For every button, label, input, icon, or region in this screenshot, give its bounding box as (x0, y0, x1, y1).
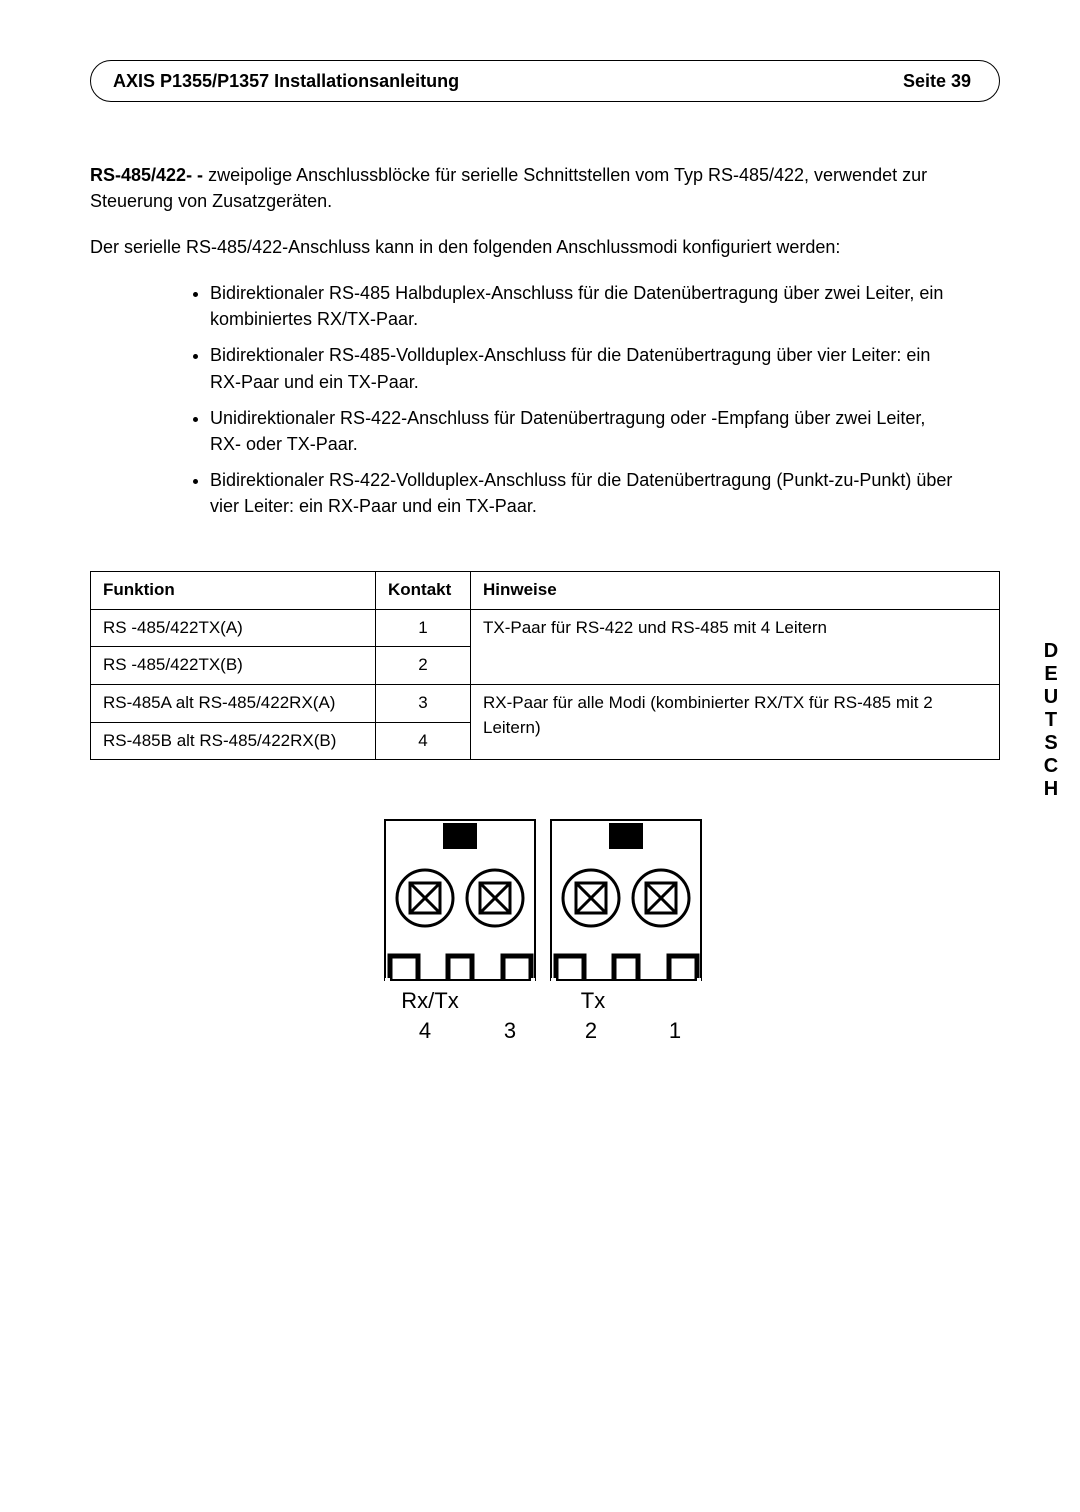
cell-funktion: RS -485/422TX(A) (91, 609, 376, 647)
col-funktion: Funktion (91, 572, 376, 610)
header-title-left: AXIS P1355/P1357 Installationsanleitung (113, 71, 459, 92)
cell-kontakt: 4 (376, 722, 471, 760)
cell-kontakt: 1 (376, 609, 471, 647)
pin-table: Funktion Kontakt Hinweise RS -485/422TX(… (90, 571, 1000, 760)
bullet-list: Bidirektionaler RS-485 Halbduplex-Anschl… (170, 280, 1000, 519)
pin-num-2: 2 (585, 1018, 597, 1043)
cell-funktion: RS-485A alt RS-485/422RX(A) (91, 684, 376, 722)
diagram-label-right: Tx (581, 988, 605, 1013)
section-heading: RS-485/422- - zweipolige Anschlussblöcke… (90, 162, 1000, 214)
pin-num-1: 1 (669, 1018, 681, 1043)
header-title-right: Seite 39 (903, 71, 971, 92)
cell-kontakt: 3 (376, 684, 471, 722)
col-kontakt: Kontakt (376, 572, 471, 610)
list-item: Bidirektionaler RS-422-Vollduplex-Anschl… (210, 467, 960, 519)
section-heading-bold: RS-485/422- - (90, 165, 203, 185)
pin-num-3: 3 (504, 1018, 516, 1043)
list-item: Unidirektionaler RS-422-Anschluss für Da… (210, 405, 960, 457)
cell-funktion: RS -485/422TX(B) (91, 647, 376, 685)
table-row: RS -485/422TX(A) 1 TX-Paar für RS-422 un… (91, 609, 1000, 647)
list-item: Bidirektionaler RS-485-Vollduplex-Anschl… (210, 342, 960, 394)
cell-hinweis: RX-Paar für alle Modi (kombinierter RX/T… (471, 684, 1000, 759)
cell-funktion: RS-485B alt RS-485/422RX(B) (91, 722, 376, 760)
page-header: AXIS P1355/P1357 Installationsanleitung … (90, 60, 1000, 102)
col-hinweise: Hinweise (471, 572, 1000, 610)
cell-hinweis: TX-Paar für RS-422 und RS-485 mit 4 Leit… (471, 609, 1000, 684)
terminal-diagram: Rx/Tx Tx 4 3 2 1 (90, 810, 1000, 1070)
pin-num-4: 4 (419, 1018, 431, 1043)
table-row: RS-485A alt RS-485/422RX(A) 3 RX-Paar fü… (91, 684, 1000, 722)
section-intro: Der serielle RS-485/422-Anschluss kann i… (90, 234, 1000, 260)
language-side-label: DEUTSCH (1039, 640, 1062, 801)
section-heading-rest: zweipolige Anschlussblöcke für serielle … (90, 165, 927, 211)
list-item: Bidirektionaler RS-485 Halbduplex-Anschl… (210, 280, 960, 332)
diagram-label-left: Rx/Tx (401, 988, 458, 1013)
body-content: RS-485/422- - zweipolige Anschlussblöcke… (90, 162, 1000, 1070)
cell-kontakt: 2 (376, 647, 471, 685)
